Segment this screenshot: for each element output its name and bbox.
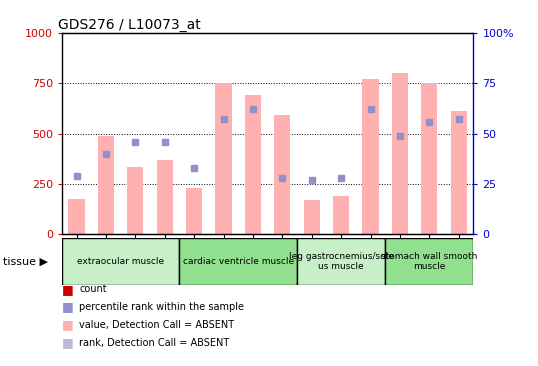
Text: leg gastrocnemius/sole
us muscle: leg gastrocnemius/sole us muscle (289, 252, 394, 272)
Text: ■: ■ (62, 336, 74, 349)
Text: value, Detection Call = ABSENT: value, Detection Call = ABSENT (79, 320, 234, 330)
FancyBboxPatch shape (385, 238, 473, 285)
Bar (303, 200, 320, 234)
Text: count: count (79, 284, 107, 294)
Bar (68, 199, 84, 234)
Bar (451, 111, 467, 234)
FancyBboxPatch shape (180, 238, 297, 285)
Bar (128, 167, 144, 234)
FancyBboxPatch shape (297, 238, 385, 285)
Bar (274, 116, 291, 234)
Text: cardiac ventricle muscle: cardiac ventricle muscle (183, 257, 294, 266)
Bar (421, 83, 437, 234)
Bar (186, 188, 202, 234)
Bar (98, 136, 114, 234)
Text: tissue ▶: tissue ▶ (3, 257, 48, 267)
Text: ■: ■ (62, 283, 74, 296)
Text: ■: ■ (62, 318, 74, 332)
Bar (363, 79, 379, 234)
Bar (392, 73, 408, 234)
Text: extraocular muscle: extraocular muscle (77, 257, 164, 266)
FancyBboxPatch shape (62, 238, 180, 285)
Text: GDS276 / L10073_at: GDS276 / L10073_at (58, 18, 201, 32)
Bar (333, 196, 349, 234)
Text: rank, Detection Call = ABSENT: rank, Detection Call = ABSENT (79, 338, 229, 348)
FancyBboxPatch shape (62, 238, 473, 285)
Bar (216, 83, 232, 234)
Text: percentile rank within the sample: percentile rank within the sample (79, 302, 244, 312)
Bar (157, 160, 173, 234)
Text: ■: ■ (62, 300, 74, 314)
Text: stomach wall smooth
muscle: stomach wall smooth muscle (381, 252, 478, 272)
Bar (245, 96, 261, 234)
